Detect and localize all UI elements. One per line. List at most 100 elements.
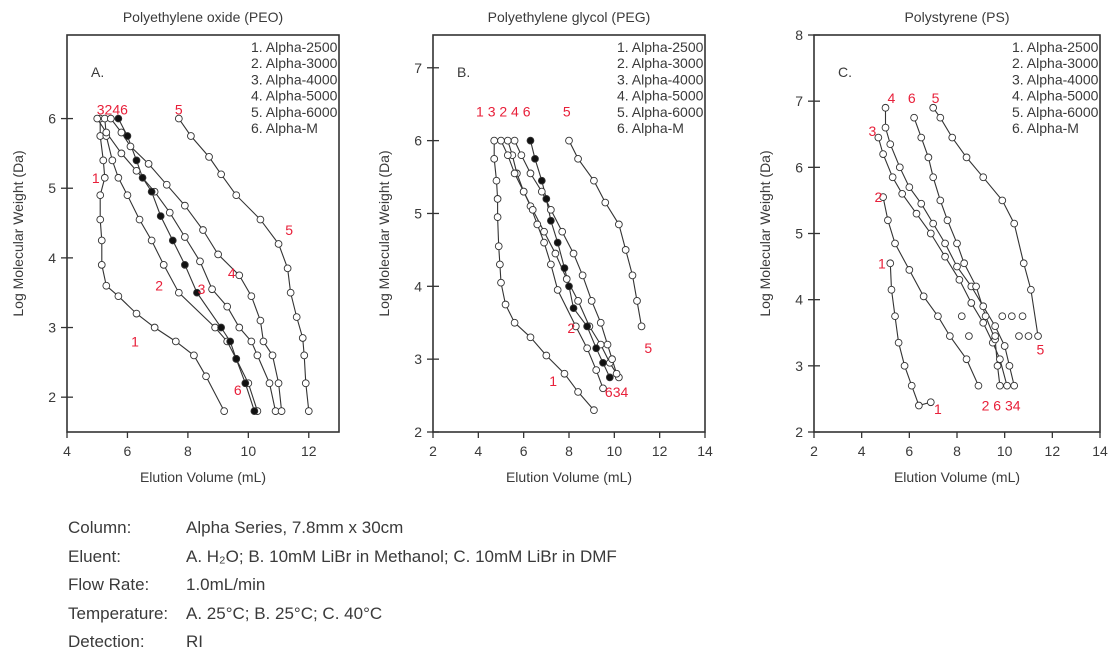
data-point: [138, 173, 147, 182]
data-point: [998, 312, 1007, 321]
data-point: [919, 292, 928, 301]
data-point: [879, 150, 887, 158]
data-point: [905, 183, 914, 192]
data-point: [168, 236, 177, 245]
data-point: [934, 312, 942, 321]
data-point: [881, 103, 890, 112]
legend-entry: 5. Alpha-6000: [617, 104, 704, 120]
data-point: [217, 170, 225, 179]
data-point: [912, 209, 921, 218]
data-point: [960, 259, 969, 268]
data-point: [190, 351, 198, 360]
legend-entry: 4. Alpha-5000: [617, 88, 704, 104]
data-point: [553, 238, 562, 247]
data-point: [150, 323, 159, 332]
data-point: [565, 136, 573, 145]
data-point: [881, 123, 890, 132]
curve-label: 5: [644, 340, 652, 356]
condition-label: Temperature:: [68, 603, 169, 623]
y-tick-label: 4: [795, 292, 803, 308]
curve-label: 5: [563, 103, 571, 119]
data-point: [929, 173, 938, 182]
data-point: [941, 252, 949, 261]
condition-row-temperature: Temperature: A. 25°C; B. 25°C; C. 40°C: [68, 600, 617, 629]
data-point: [519, 187, 528, 196]
legend-entry: 3. Alpha-4000: [617, 71, 704, 87]
data-point: [181, 260, 189, 269]
y-tick-label: 3: [795, 358, 803, 374]
data-point: [981, 312, 990, 321]
data-point: [965, 332, 973, 340]
y-tick-label: 4: [48, 250, 56, 266]
legend-entry: 1. Alpha-2500: [1012, 39, 1099, 55]
data-point: [526, 136, 535, 145]
y-tick-label: 6: [414, 133, 422, 149]
condition-label: Detection:: [68, 632, 145, 651]
data-point: [583, 322, 591, 331]
data-point: [996, 381, 1004, 390]
x-tick-label: 4: [63, 443, 71, 459]
data-point: [114, 292, 123, 301]
data-point: [171, 337, 180, 346]
data-point: [1034, 332, 1042, 340]
panel-label: B.: [457, 64, 470, 80]
data-point: [247, 292, 256, 301]
data-point: [637, 322, 646, 331]
curve-label: 1: [131, 333, 139, 349]
data-point: [256, 215, 265, 224]
legend-entry: 5. Alpha-6000: [1012, 104, 1099, 120]
data-point: [268, 351, 277, 360]
data-point: [493, 213, 502, 221]
data-point: [551, 249, 560, 258]
data-point: [97, 260, 106, 269]
data-point: [926, 229, 935, 238]
y-tick-label: 6: [795, 159, 803, 175]
y-tick-label: 7: [414, 60, 422, 76]
data-point: [886, 140, 895, 149]
data-point: [214, 250, 222, 259]
data-point: [891, 312, 899, 321]
data-point: [174, 114, 183, 123]
data-point: [592, 366, 601, 374]
data-point: [220, 407, 229, 415]
data-point: [560, 264, 569, 272]
legend-entry: 4. Alpha-5000: [251, 88, 338, 104]
data-point: [250, 407, 259, 415]
curve-label: 1: [549, 373, 557, 389]
panel-label: C.: [838, 64, 852, 80]
curve-label: 2 6 34: [982, 398, 1021, 414]
data-point: [979, 318, 988, 327]
x-tick-label: 6: [520, 443, 528, 459]
data-point: [147, 187, 156, 196]
condition-label: Column:: [68, 518, 132, 537]
y-tick-label: 8: [795, 27, 803, 43]
data-point: [560, 369, 569, 378]
data-point: [917, 133, 926, 142]
data-point: [531, 154, 539, 163]
x-tick-label: 12: [301, 443, 317, 459]
curve-label: 1: [878, 255, 886, 271]
condition-row-flow-rate: Flow Rate: 1.0mL/min: [68, 571, 617, 600]
data-point: [621, 246, 630, 254]
data-point: [187, 132, 195, 140]
data-point: [1003, 381, 1011, 390]
data-point: [936, 113, 945, 122]
y-tick-label: 2: [795, 424, 803, 440]
data-point: [202, 372, 210, 381]
data-point: [193, 288, 201, 297]
data-point: [574, 388, 582, 396]
data-point: [123, 132, 132, 140]
curve-label: 2: [874, 189, 882, 205]
data-point: [1024, 332, 1033, 340]
data-point: [953, 239, 961, 248]
data-point: [972, 282, 980, 291]
legend-entry: 2. Alpha-3000: [251, 55, 338, 71]
data-point: [181, 233, 189, 241]
data-point: [174, 288, 183, 297]
data-point: [879, 193, 887, 201]
curve-label: 1 3 2 4 6: [476, 103, 531, 119]
data-point: [517, 151, 526, 160]
x-tick-label: 4: [474, 443, 482, 459]
data-point: [612, 369, 621, 378]
